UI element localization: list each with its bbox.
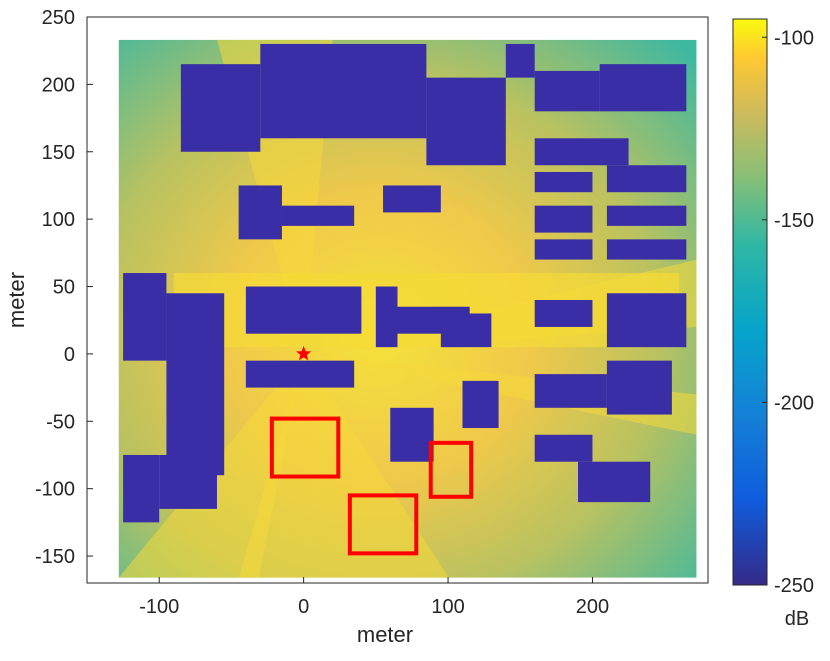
building-block [534,138,629,166]
building-block [505,43,535,78]
signal-beam [303,353,697,435]
building-block [180,64,261,152]
building-block [375,286,398,348]
x-tick-label: -100 [139,596,179,618]
building-block [123,273,167,361]
y-tick-label: 0 [64,344,75,366]
colorbar-tick-label: -250 [774,575,814,597]
building-layer [123,43,687,523]
colorbar-gradient [732,18,768,586]
building-block [599,64,687,112]
y-tick-label: 50 [53,277,75,299]
x-axis-label: meter [357,622,413,647]
colorbar-tick-label: -100 [774,27,814,49]
building-block [534,205,593,233]
signal-beam [238,353,449,578]
y-tick-label: 150 [42,142,75,164]
x-tick-label: 0 [298,596,309,618]
transmitter-star-marker [296,345,312,361]
building-block [260,43,427,139]
colorbar: -100 -150 -200 -250 dB [732,18,814,630]
building-block [534,434,593,462]
building-block [426,77,506,166]
colorbar-label: dB [785,608,809,630]
building-block [245,360,355,388]
plot-area [86,16,709,584]
y-tick-label: -100 [35,479,75,501]
x-tick-label: 100 [431,596,464,618]
highlight-region [347,493,419,556]
y-tick-label: 250 [42,7,75,29]
y-axis-ticks: -150 -100 -50 0 50 100 150 200 250 [35,7,93,568]
building-block [390,407,434,462]
building-block [462,380,499,429]
building-block [440,313,492,348]
colorbar-tick-label: -150 [774,210,814,232]
building-block [238,185,282,240]
x-tick-label: 200 [576,596,609,618]
building-block [159,454,217,509]
building-block [534,171,593,193]
building-block [534,239,593,260]
building-block [578,461,651,503]
building-block [534,300,593,327]
highlight-region [428,440,474,499]
colorbar-tick-label: -200 [774,392,814,414]
highlight-region-layer [269,416,474,556]
y-tick-label: -150 [35,546,75,568]
building-block [245,286,362,334]
y-tick-label: -50 [46,411,75,433]
building-block [123,454,160,523]
colorbar-ticks: -100 -150 -200 -250 [762,27,814,597]
y-axis-label: meter [4,272,29,328]
y-tick-label: 100 [42,209,75,231]
building-block [166,293,225,476]
building-block [606,239,687,260]
x-axis-ticks: -100 0 100 200 [139,577,609,618]
highlight-region [269,416,341,479]
building-block [534,70,600,112]
building-block [606,360,672,415]
building-block [606,165,687,193]
y-tick-label: 200 [42,74,75,96]
building-block [281,205,355,226]
building-block [606,293,687,348]
building-block [534,374,607,408]
building-block [606,205,687,226]
transmitter-layer [296,345,312,361]
building-block [383,185,441,213]
